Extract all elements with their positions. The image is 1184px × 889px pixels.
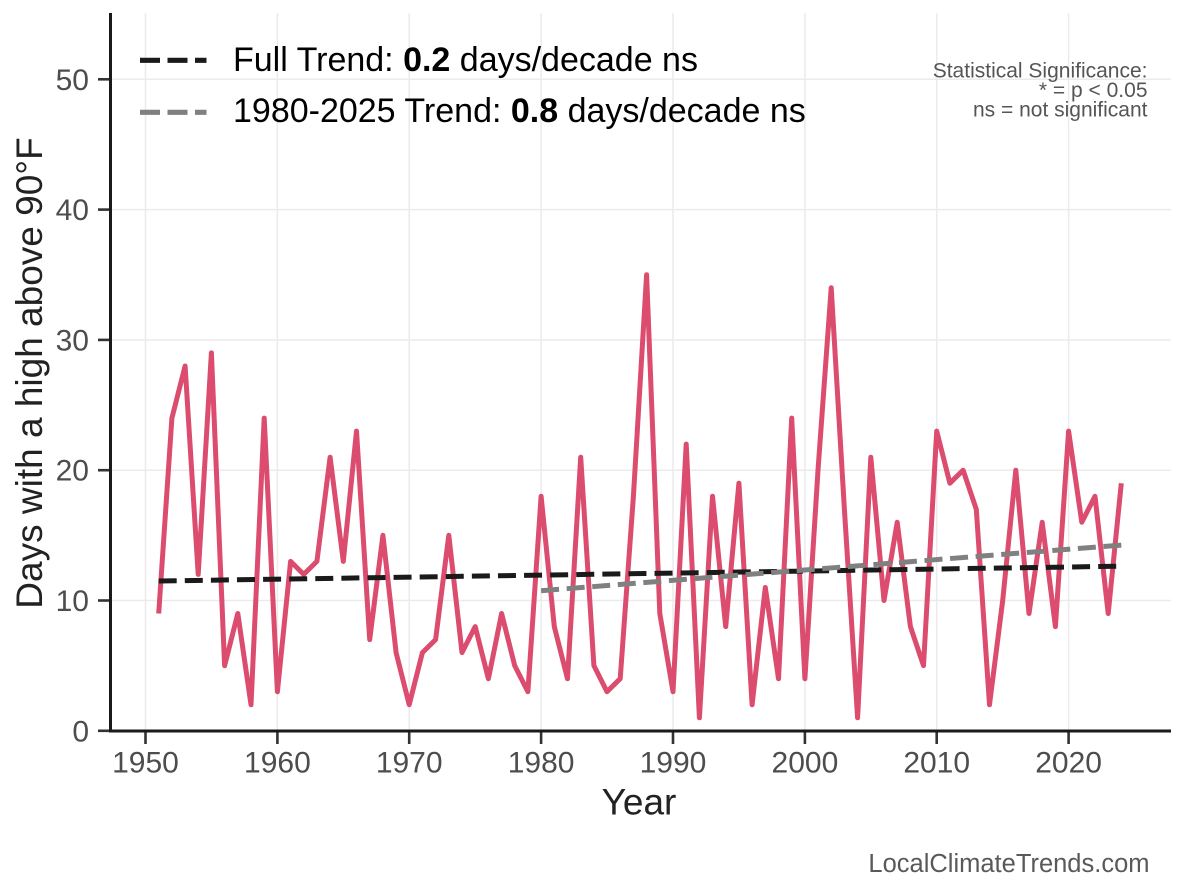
svg-text:0: 0	[72, 715, 89, 748]
svg-text:Full Trend: 0.2 days/decade ns: Full Trend: 0.2 days/decade ns	[233, 41, 698, 79]
svg-text:1990: 1990	[640, 747, 707, 780]
svg-text:40: 40	[56, 194, 89, 227]
svg-text:2020: 2020	[1035, 747, 1102, 780]
svg-text:10: 10	[56, 585, 89, 618]
svg-text:1980: 1980	[508, 747, 575, 780]
svg-text:30: 30	[56, 324, 89, 357]
svg-text:1970: 1970	[376, 747, 443, 780]
svg-text:LocalClimateTrends.com: LocalClimateTrends.com	[868, 850, 1149, 878]
svg-text:Days with a high above 90°F: Days with a high above 90°F	[9, 137, 50, 608]
svg-text:ns = not significant: ns = not significant	[973, 99, 1148, 122]
svg-text:20: 20	[56, 455, 89, 488]
svg-text:Year: Year	[602, 782, 677, 823]
svg-text:1950: 1950	[112, 747, 179, 780]
svg-text:1980-2025 Trend: 0.8 days/deca: 1980-2025 Trend: 0.8 days/decade ns	[233, 92, 806, 130]
svg-text:50: 50	[56, 64, 89, 97]
svg-text:1960: 1960	[244, 747, 311, 780]
svg-text:2010: 2010	[903, 747, 970, 780]
svg-text:Statistical Significance:: Statistical Significance:	[933, 60, 1148, 83]
svg-text:* = p < 0.05: * = p < 0.05	[1039, 79, 1148, 102]
svg-text:2000: 2000	[772, 747, 839, 780]
